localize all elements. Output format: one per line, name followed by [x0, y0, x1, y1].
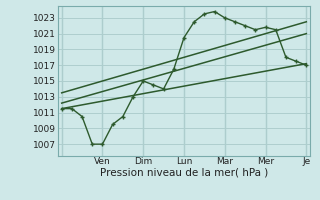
X-axis label: Pression niveau de la mer( hPa ): Pression niveau de la mer( hPa ): [100, 168, 268, 178]
